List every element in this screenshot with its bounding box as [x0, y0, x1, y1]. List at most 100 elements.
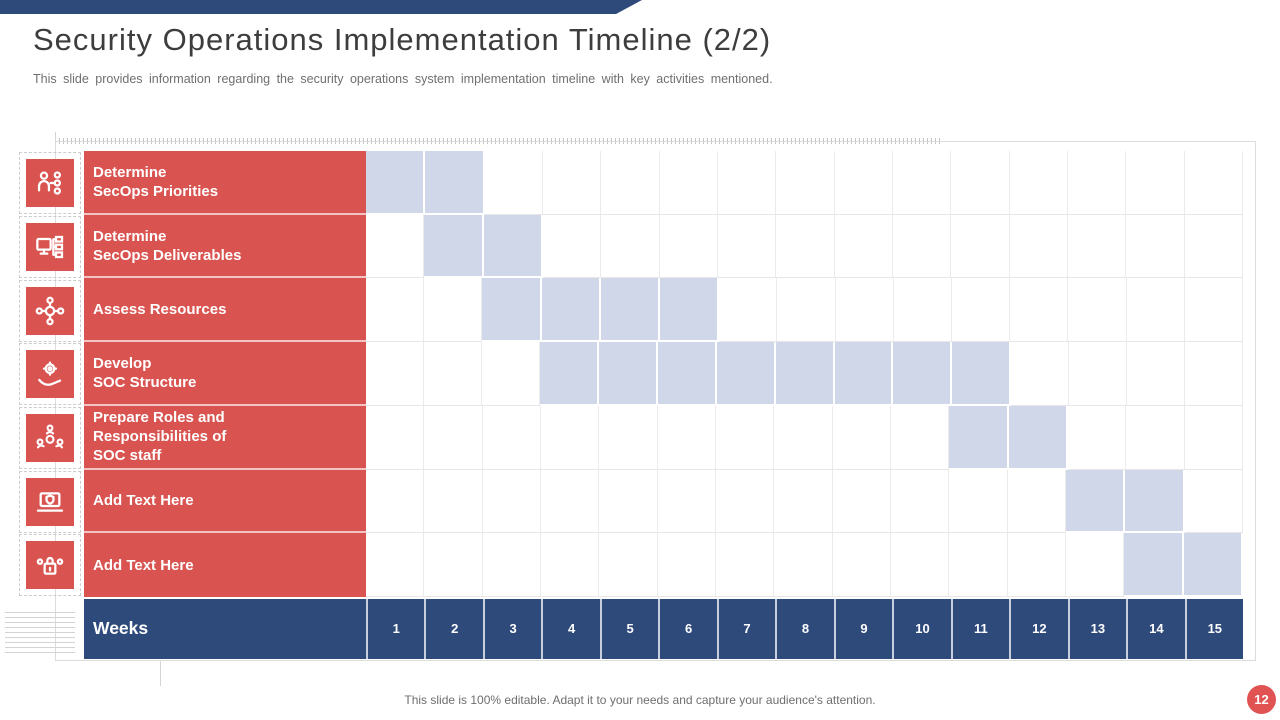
top-accent-bar — [0, 0, 642, 14]
guide-line — [160, 661, 161, 686]
gantt-grid-cell — [1010, 278, 1069, 343]
gantt-grid-cell — [601, 151, 660, 215]
gantt-grid-cell — [657, 533, 716, 597]
gantt-bar-cell — [949, 405, 1009, 470]
gantt-grid-cell — [1184, 469, 1243, 534]
gantt-bar-cell — [600, 278, 661, 343]
gantt-grid-cell — [1007, 469, 1066, 534]
task-label: Develop SOC Structure — [84, 342, 366, 406]
gantt-grid-cell — [1184, 151, 1243, 215]
gantt-bar-cell — [482, 278, 542, 343]
gantt-bar-cell — [657, 342, 717, 406]
gantt-bar-cell — [1125, 469, 1185, 534]
week-number-cell: 13 — [1067, 598, 1127, 659]
gantt-grid-cell — [951, 214, 1010, 279]
gantt-grid-cell — [424, 533, 483, 597]
gantt-grid-cell — [1126, 214, 1185, 279]
gantt-bar-cell — [1124, 533, 1184, 597]
gantt-grid-cell — [482, 469, 541, 534]
gantt-grid-cell — [366, 278, 425, 343]
gantt-grid-cell — [542, 151, 602, 215]
week-number-cell: 12 — [1009, 598, 1068, 659]
slide-title: Security Operations Implementation Timel… — [33, 22, 772, 57]
gantt-bar-cell — [893, 342, 953, 406]
gantt-grid-cell — [601, 214, 660, 279]
gantt-grid-cell — [542, 214, 602, 279]
week-number-cell: 11 — [950, 598, 1010, 659]
team-gear-icon — [19, 407, 81, 469]
week-cells: 1 2 3 4 5 6 7 8 9 10 11 12 13 14 15 — [366, 598, 1244, 659]
gantt-grid-cell — [659, 151, 718, 215]
gantt-bar-cell — [541, 278, 601, 343]
gantt-grid-cell — [1184, 405, 1243, 470]
gantt-grid-cell — [832, 469, 891, 534]
gantt-grid-cell — [777, 278, 836, 343]
gantt-task-row: Add Text Here — [84, 469, 1243, 534]
person-workflow-icon — [19, 152, 81, 214]
gantt-grid-cell — [1069, 342, 1128, 406]
gantt-bar-cell — [1065, 469, 1126, 534]
gear-network-icon — [19, 280, 81, 342]
gantt-grid-cell — [949, 533, 1008, 597]
gantt-bar-cell — [716, 342, 776, 406]
gantt-grid-cell — [1011, 342, 1070, 406]
gantt-grid-cell — [832, 405, 891, 470]
gantt-grid-cell — [717, 214, 777, 279]
gantt-grid-cell — [890, 533, 950, 597]
gantt-grid-cell — [599, 405, 658, 470]
gantt-grid-cell — [890, 469, 950, 534]
week-number-cell: 7 — [716, 598, 776, 659]
gantt-grid-cell — [1065, 533, 1125, 597]
gantt-grid-cell — [366, 342, 424, 406]
weeks-axis-label: Weeks — [84, 598, 366, 659]
gantt-grid-cell — [774, 405, 833, 470]
gantt-grid-cell — [366, 214, 425, 279]
gantt-grid-cell — [540, 533, 600, 597]
footer-note: This slide is 100% editable. Adapt it to… — [404, 693, 876, 707]
gantt-grid-cell — [892, 151, 952, 215]
decorative-stripes — [5, 612, 75, 653]
gantt-grid-cell — [366, 533, 425, 597]
gantt-bar-cell — [366, 151, 426, 215]
gantt-bar-cell — [424, 214, 484, 279]
gantt-grid-cell — [832, 533, 891, 597]
lock-team-icon — [19, 534, 81, 596]
gantt-bar-cell — [1008, 405, 1068, 470]
gantt-rows: Determine SecOps Priorities Determine Sec… — [84, 151, 1244, 597]
gantt-grid-cell — [1007, 533, 1066, 597]
gantt-grid-cell — [366, 469, 425, 534]
week-number-cell: 9 — [833, 598, 893, 659]
gantt-grid-cell — [1009, 151, 1068, 215]
gantt-grid-cell — [893, 278, 953, 343]
guide-line — [55, 132, 56, 142]
gantt-grid-cell — [892, 214, 952, 279]
slide-subtitle: This slide provides information regardin… — [33, 72, 773, 86]
gantt-grid-cell — [1126, 151, 1185, 215]
week-number-cell: 4 — [541, 598, 600, 659]
gantt-bar-cell — [539, 342, 599, 406]
gantt-grid-cell — [719, 278, 778, 343]
gantt-grid-cell — [1184, 214, 1243, 279]
gantt-grid-cell — [834, 214, 893, 279]
gantt-grid-cell — [424, 405, 483, 470]
gantt-grid-cell — [890, 405, 950, 470]
gantt-grid-cell — [1067, 151, 1127, 215]
task-label: Prepare Roles and Responsibilities of SO… — [84, 405, 366, 470]
hand-gear-icon — [19, 343, 81, 405]
gantt-bar-cell — [660, 278, 720, 343]
gantt-grid-cell — [366, 405, 425, 470]
gantt-grid-cell — [1126, 405, 1185, 470]
gantt-grid-cell — [482, 533, 541, 597]
gantt-grid-cell — [659, 214, 718, 279]
gantt-grid-cell — [774, 533, 833, 597]
gantt-bar-cell — [775, 342, 835, 406]
gantt-grid-cell — [424, 469, 483, 534]
gantt-grid-cell — [774, 469, 833, 534]
task-label: Determine SecOps Deliverables — [84, 214, 366, 279]
gantt-grid-cell — [949, 469, 1008, 534]
gantt-grid-cell — [484, 151, 543, 215]
gantt-grid-cell — [657, 405, 716, 470]
gantt-grid-cell — [657, 469, 716, 534]
week-number-cell: 5 — [599, 598, 659, 659]
